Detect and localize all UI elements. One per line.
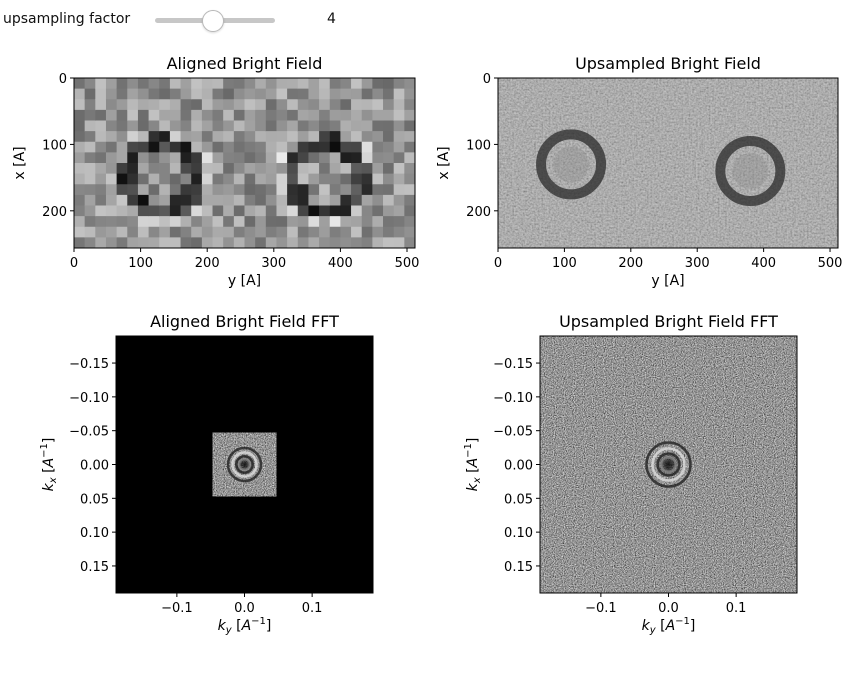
slider-label: upsampling factor [3,11,130,27]
x-tick-label: 100 [552,256,577,271]
y-tick-label: 0.15 [504,560,533,575]
panel-1: Aligned Bright Field 0 100 200 300 400 500 0 100… [12,54,419,289]
x-axis-label: y [A] [651,273,684,289]
x-tick-label: 0.0 [658,601,679,616]
y-tick-label: 0 [59,72,67,87]
y-tick-label: 100 [42,138,67,153]
x-tick-label: −0.1 [161,601,193,616]
y-tick-label: 0.15 [80,560,109,575]
y-tick-label: 0.05 [80,492,109,507]
image-content [74,78,416,249]
y-tick-label: 0.05 [504,492,533,507]
y-tick-label: −0.05 [493,425,533,440]
x-tick-label: 400 [328,256,353,271]
image-content [116,336,373,593]
x-tick-label: 300 [261,256,286,271]
y-tick-label: 0 [483,72,491,87]
y-tick-label: −0.10 [69,391,109,406]
x-axis-label: y [A] [228,273,261,289]
y-tick-label: −0.15 [493,357,533,372]
slider-value: 4 [327,11,336,27]
x-tick-label: 0.1 [302,601,323,616]
panel-title: Upsampled Bright Field [575,54,761,73]
x-tick-label: 400 [751,256,776,271]
x-tick-label: 0 [70,256,78,271]
x-tick-label: 100 [128,256,153,271]
panel-4: Upsampled Bright Field FFT −0.1 0.0 0.1 −0.1… [463,312,797,636]
y-axis-label: x [A] [436,146,452,179]
panel-3: Aligned Bright Field FFT −0.1 0.0 0.1 −0.15 −… [39,312,373,636]
y-tick-label: 200 [42,205,67,220]
y-axis-label: kx [A−1] [463,438,483,492]
y-tick-label: −0.10 [493,391,533,406]
y-tick-label: −0.05 [69,425,109,440]
y-tick-label: 100 [466,138,491,153]
y-tick-label: 0.00 [504,459,533,474]
x-tick-label: 500 [818,256,843,271]
x-axis-label: ky [A−1] [218,616,272,636]
y-tick-label: −0.15 [69,357,109,372]
figure: Aligned Bright Field 0 100 200 300 400 500 0 100… [0,42,857,679]
upsampling-widget: upsampling factor 4 [0,0,857,42]
panel-2: Upsampled Bright Field 0 100 200 300 400 500 0 1… [436,54,842,289]
x-tick-label: 200 [195,256,220,271]
x-tick-label: −0.1 [585,601,617,616]
y-tick-label: 0.10 [80,526,109,541]
x-axis-label: ky [A−1] [642,616,696,636]
image-content [498,78,838,248]
y-tick-label: 0.00 [80,459,109,474]
y-axis-label: kx [A−1] [39,438,59,492]
x-tick-label: 500 [395,256,420,271]
upsampling-slider-handle[interactable] [202,10,224,32]
x-tick-label: 300 [685,256,710,271]
image-content [540,336,797,593]
x-tick-label: 200 [618,256,643,271]
panel-title: Aligned Bright Field [167,54,323,73]
panel-title: Upsampled Bright Field FFT [559,312,778,331]
x-tick-label: 0.1 [726,601,747,616]
x-tick-label: 0 [494,256,502,271]
x-tick-label: 0.0 [234,601,255,616]
y-axis-label: x [A] [12,146,28,179]
panel-title: Aligned Bright Field FFT [150,312,339,331]
y-tick-label: 200 [466,205,491,220]
y-tick-label: 0.10 [504,526,533,541]
